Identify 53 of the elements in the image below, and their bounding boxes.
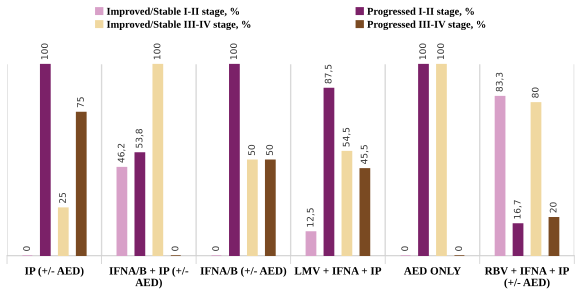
data-label: 0 bbox=[172, 246, 178, 251]
data-label: 25 bbox=[59, 192, 66, 203]
data-label: 50 bbox=[248, 144, 255, 156]
bar bbox=[152, 64, 164, 256]
bar bbox=[494, 96, 506, 256]
data-label: 12,5 bbox=[306, 208, 315, 227]
data-label: 53,8 bbox=[136, 129, 144, 148]
x-tick-label: IP (+/- AED) bbox=[24, 266, 84, 277]
bar bbox=[548, 216, 560, 256]
data-label: 0 bbox=[212, 246, 220, 251]
bar bbox=[58, 207, 69, 256]
x-tick-label: LMV + IFNA + IP bbox=[294, 267, 382, 275]
legend-label: Progressed III-IV stage, % bbox=[367, 20, 486, 30]
data-label: 45,5 bbox=[360, 145, 368, 164]
data-label: 20 bbox=[550, 202, 557, 213]
data-label: 54,5 bbox=[342, 128, 350, 146]
legend-label: Progressed I-II stage, % bbox=[367, 7, 474, 18]
bar bbox=[530, 102, 542, 256]
data-label: 16,7 bbox=[514, 200, 522, 219]
x-tick-label: IFNA/B (+/- AED) bbox=[200, 266, 286, 277]
data-label: 100 bbox=[230, 43, 238, 60]
data-label: 50 bbox=[266, 144, 273, 156]
bar bbox=[418, 64, 429, 256]
bar bbox=[134, 152, 146, 256]
bar bbox=[342, 150, 352, 256]
bar bbox=[436, 64, 447, 256]
bar bbox=[246, 160, 258, 256]
legend-label: Improved/Stable III-IV stage, % bbox=[106, 20, 250, 30]
data-label: 87,5 bbox=[324, 64, 332, 84]
x-tick-label: AED ONLY bbox=[404, 267, 461, 275]
data-label: 100 bbox=[419, 43, 426, 60]
bar bbox=[324, 88, 334, 256]
bar bbox=[229, 64, 240, 256]
x-tick-label: RBV + IFNA + IP (+/- AED) bbox=[484, 267, 570, 288]
data-label: 80 bbox=[532, 88, 539, 98]
bar bbox=[116, 166, 128, 256]
data-label: 0 bbox=[23, 246, 30, 251]
data-label: 46,2 bbox=[118, 144, 126, 163]
data-label: 83,3 bbox=[496, 72, 504, 92]
data-label: 100 bbox=[41, 43, 48, 60]
bar bbox=[40, 64, 51, 256]
x-tick-label: IFNA/B + IP (+/- AED) bbox=[109, 266, 188, 288]
legend-label: Improved/Stable I-II stage, % bbox=[106, 7, 240, 18]
data-label: 100 bbox=[154, 43, 160, 60]
bar bbox=[76, 112, 87, 256]
bar bbox=[359, 168, 370, 256]
bar bbox=[306, 231, 316, 256]
data-label: 0 bbox=[401, 246, 408, 251]
bar bbox=[512, 223, 524, 256]
data-label: 75 bbox=[77, 97, 84, 108]
data-label: 100 bbox=[437, 43, 444, 60]
data-label: 0 bbox=[455, 246, 462, 251]
bar bbox=[264, 160, 276, 256]
